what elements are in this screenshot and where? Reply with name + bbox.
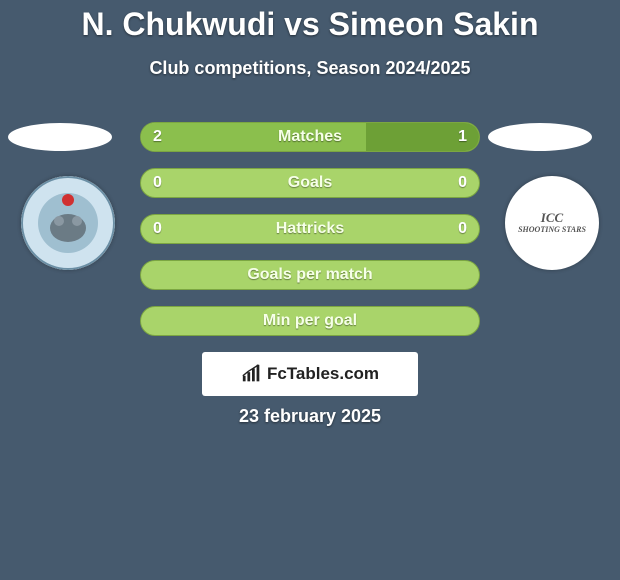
stat-value-right: 0 (458, 169, 467, 197)
stat-value-right: 1 (458, 123, 467, 151)
club-badge-left-svg (21, 176, 115, 270)
stat-label: Goals (141, 169, 479, 197)
stat-value-left: 2 (153, 123, 162, 151)
brand-text: FcTables.com (267, 364, 379, 384)
club-badge-right-inner: ICC SHOOTING STARS (505, 176, 599, 270)
player-right-club-badge: ICC SHOOTING STARS (505, 176, 599, 270)
stat-label: Matches (141, 123, 479, 151)
stat-label: Hattricks (141, 215, 479, 243)
stat-row: Goals per match (140, 260, 480, 290)
stat-row: Min per goal (140, 306, 480, 336)
bar-chart-icon (241, 363, 263, 385)
club-right-line2: SHOOTING STARS (518, 226, 586, 235)
stat-label: Min per goal (141, 307, 479, 335)
comparison-card: N. Chukwudi vs Simeon Sakin Club competi… (0, 0, 620, 580)
stat-row: Goals0 0 (140, 168, 480, 198)
stat-value-left: 0 (153, 169, 162, 197)
stat-row: Hattricks0 0 (140, 214, 480, 244)
stat-value-left: 0 (153, 215, 162, 243)
page-title: N. Chukwudi vs Simeon Sakin (0, 6, 620, 43)
date-text: 23 february 2025 (0, 406, 620, 427)
stat-value-right: 0 (458, 215, 467, 243)
player-left-club-badge (21, 176, 115, 270)
player-left-avatar (8, 122, 112, 152)
stat-label: Goals per match (141, 261, 479, 289)
stat-rows: Matches21Goals00Hattricks00Goals per mat… (140, 122, 480, 352)
stat-row: Matches2 1 (140, 122, 480, 152)
brand-box: FcTables.com (202, 352, 418, 396)
club-right-line1: ICC (541, 211, 563, 225)
player-right-avatar (488, 122, 592, 152)
page-subtitle: Club competitions, Season 2024/2025 (0, 58, 620, 79)
